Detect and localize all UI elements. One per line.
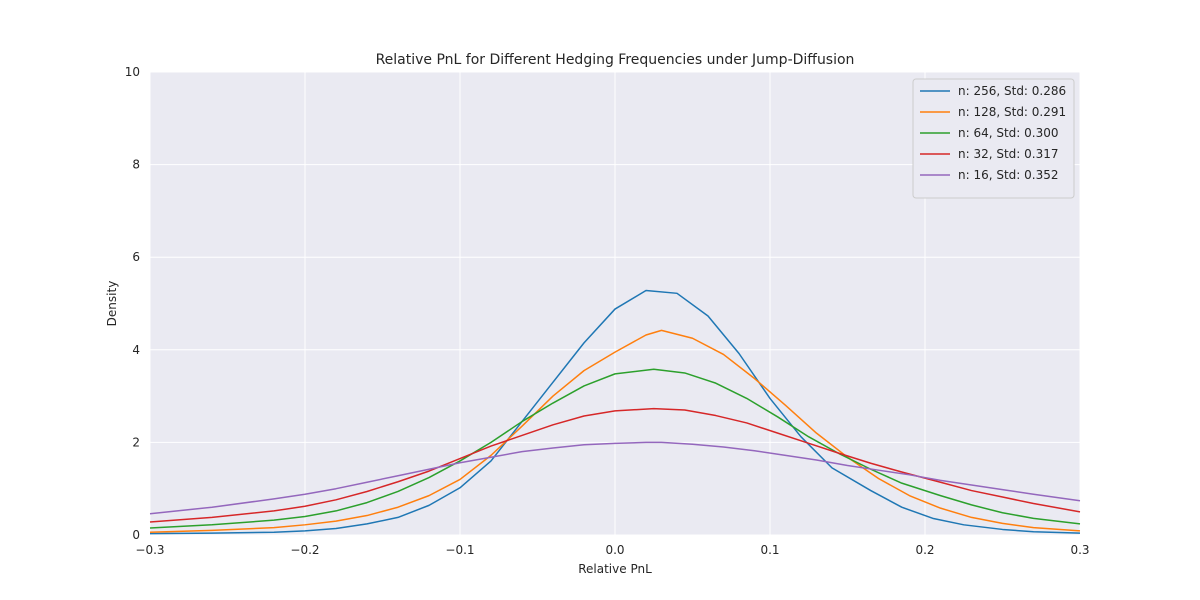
x-axis-label: Relative PnL	[578, 562, 652, 576]
legend-box	[912, 78, 1075, 199]
x-tick-label: 0.0	[605, 543, 624, 557]
legend-label: n: 64, Std: 0.300	[958, 126, 1059, 140]
y-tick-label: 10	[125, 65, 140, 79]
x-tick-label: −0.3	[135, 543, 164, 557]
legend-label: n: 128, Std: 0.291	[958, 105, 1066, 119]
series-line-2	[149, 368, 1081, 529]
y-tick-label: 4	[132, 343, 140, 357]
x-tick-label: 0.3	[1070, 543, 1089, 557]
series-line-0	[149, 289, 1081, 535]
y-axis-label: Density	[105, 281, 119, 327]
y-tick-label: 6	[132, 250, 140, 264]
legend: n: 256, Std: 0.286 n: 128, Std: 0.291 n: 6…	[912, 78, 1075, 199]
x-axis-ticks: −0.3 −0.2 −0.1 0.0 0.1 0.2 0.3	[135, 543, 1089, 557]
legend-label: n: 32, Std: 0.317	[958, 147, 1059, 161]
legend-label: n: 16, Std: 0.352	[958, 168, 1059, 182]
x-tick-label: −0.1	[445, 543, 474, 557]
x-tick-label: −0.2	[290, 543, 319, 557]
series-layer	[149, 289, 1081, 535]
y-axis-ticks: 0 2 4 6 8 10	[125, 65, 140, 542]
x-tick-label: 0.1	[760, 543, 779, 557]
series-line-4	[149, 441, 1081, 515]
y-tick-label: 0	[132, 528, 140, 542]
x-tick-label: 0.2	[915, 543, 934, 557]
legend-label: n: 256, Std: 0.286	[958, 84, 1066, 98]
series-line-1	[149, 329, 1081, 533]
chart-title: Relative PnL for Different Hedging Frequ…	[376, 52, 855, 68]
grid	[149, 71, 1081, 536]
y-tick-label: 8	[132, 158, 140, 172]
y-tick-label: 2	[132, 435, 140, 449]
